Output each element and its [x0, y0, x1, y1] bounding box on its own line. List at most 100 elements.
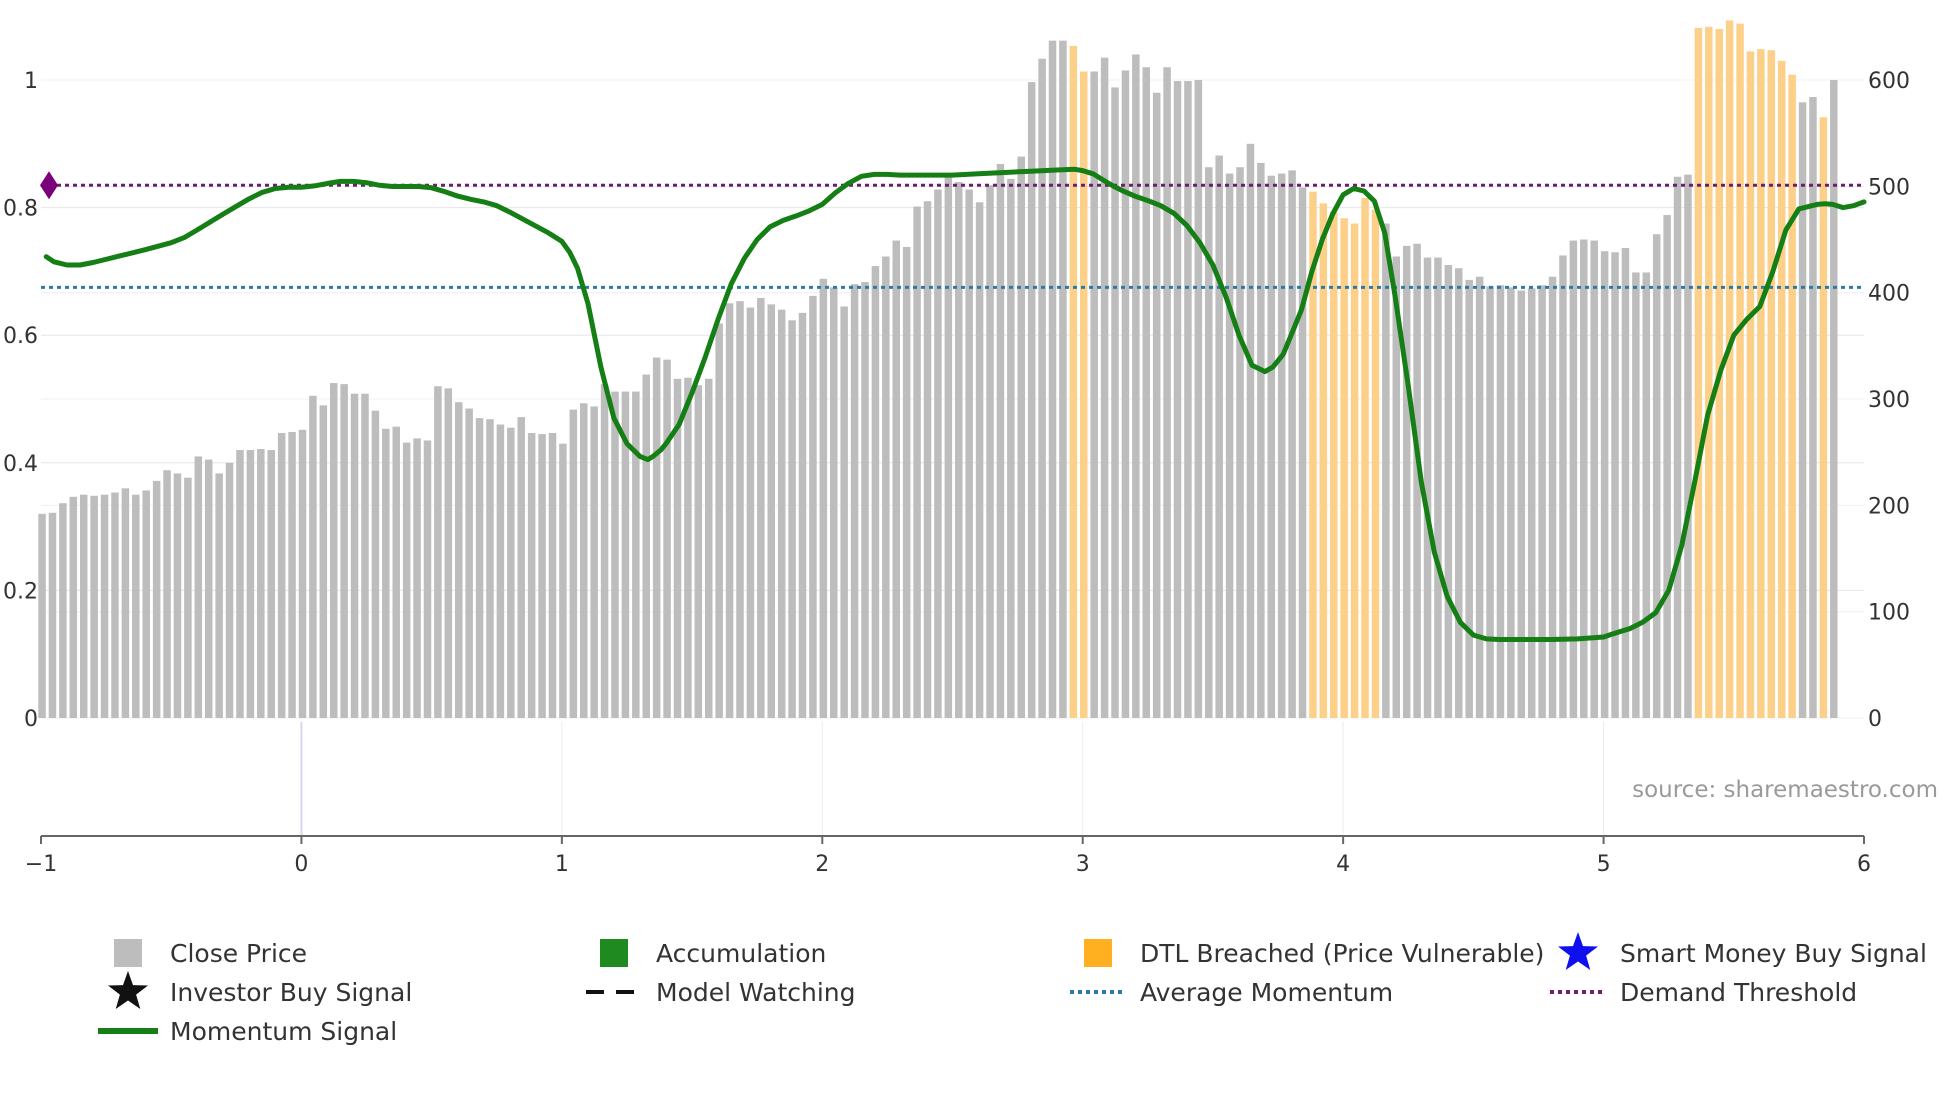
x-tick-label: 3 [1076, 852, 1090, 877]
close-price-bar [1236, 167, 1244, 718]
close-price-bar [1673, 176, 1682, 719]
dtl-breached-bar [1309, 191, 1317, 718]
close-price-bar [340, 384, 348, 718]
close-price-bar [111, 492, 119, 718]
close-price-bar [517, 417, 525, 718]
close-price-bar [1059, 40, 1067, 718]
close-price-bar [1507, 287, 1515, 718]
close-price-bar [1194, 80, 1203, 718]
legend-item-close-price: Close Price [114, 939, 307, 968]
x-tick-label: 2 [815, 852, 829, 877]
dtl-breached-bar [1069, 45, 1078, 719]
close-price-bar [184, 477, 192, 718]
y-left-tick-label: 0.6 [3, 324, 38, 349]
close-price-bar [1142, 67, 1151, 719]
close-price-bar [632, 391, 640, 718]
close-price-bar [1152, 92, 1161, 718]
legend-item-investor-buy-signal: Investor Buy Signal [108, 971, 412, 1009]
close-price-bar [1517, 290, 1526, 718]
close-price-bar [1642, 272, 1651, 718]
dtl-breached-bar [1371, 209, 1380, 718]
close-price-bar [319, 405, 328, 718]
close-price-bar [1621, 248, 1630, 719]
close-price-bar [923, 201, 932, 719]
close-price-bar [1538, 285, 1546, 718]
legend-item-dtl-breached: DTL Breached (Price Vulnerable) [1084, 939, 1544, 968]
close-price-bar [913, 206, 921, 718]
legend: Close Price Accumulation DTL Breached (Pri… [98, 932, 1927, 1046]
close-price-bar [1684, 174, 1692, 719]
close-price-bar [1559, 255, 1567, 718]
close-price-bar [590, 406, 598, 718]
close-price-bar [1038, 58, 1046, 718]
close-price-bar [142, 490, 150, 718]
close-price-bar [1100, 57, 1109, 719]
average-momentum-label: Average Momentum [1140, 978, 1393, 1007]
close-price-bar [350, 393, 359, 718]
close-price-bar [902, 246, 911, 718]
close-price-bar [704, 378, 713, 718]
close-price-bar [371, 410, 380, 718]
close-price-bar [1444, 265, 1453, 718]
y-right-tick-label: 600 [1868, 69, 1910, 94]
close-price-bar [611, 391, 619, 718]
close-price-bar [1798, 102, 1807, 718]
demand-threshold-marker [40, 171, 58, 200]
dtl-breached-bar [1080, 71, 1088, 718]
close-price-bar [809, 295, 817, 718]
close-price-bar [1007, 178, 1015, 718]
x-tick-label: 6 [1857, 852, 1871, 877]
close-price-bar [736, 301, 744, 718]
close-price-bar [725, 303, 734, 718]
close-price-bar [225, 462, 234, 718]
close-price-swatch [114, 939, 142, 967]
x-tick-label: 5 [1597, 852, 1611, 877]
close-price-bar [194, 456, 203, 718]
dtl-breached-bar [1767, 50, 1776, 718]
close-price-bar [277, 433, 286, 718]
close-price-bar [215, 473, 223, 718]
close-price-bar [944, 174, 953, 719]
legend-item-model-watching: Model Watching [586, 978, 856, 1007]
close-price-bar [871, 266, 880, 718]
close-price-bar [152, 480, 161, 718]
y-right-tick-label: 100 [1868, 601, 1910, 626]
y-right-tick-label: 0 [1868, 707, 1882, 732]
close-price-bar [1298, 187, 1307, 718]
dtl-breached-bar [1361, 198, 1369, 718]
dtl-breached-bar [1319, 203, 1328, 718]
close-price-bar [1257, 162, 1265, 718]
close-price-bar [132, 494, 140, 718]
close-price-bar [1277, 173, 1286, 718]
investor-buy-signal-label: Investor Buy Signal [170, 978, 412, 1007]
dtl-breached-bar [1350, 223, 1359, 719]
close-price-bar [1496, 285, 1505, 718]
close-price-bar [454, 402, 463, 718]
close-price-bar [1163, 67, 1171, 719]
close-price-bar [236, 450, 244, 718]
close-price-bar [1590, 240, 1598, 718]
close-price-bar [1569, 240, 1578, 718]
close-price-bar [1111, 87, 1119, 718]
close-price-bar [673, 378, 682, 718]
dtl-breached-bar [1705, 26, 1713, 719]
close-price-bar [882, 256, 890, 718]
legend-item-demand-threshold: Demand Threshold [1550, 978, 1857, 1007]
x-tick-label: 4 [1336, 852, 1350, 877]
close-price-bar [1830, 80, 1838, 718]
close-price-bar [1809, 97, 1817, 719]
close-price-bar [830, 287, 838, 718]
close-price-bar [496, 424, 505, 718]
close-price-bar [1652, 234, 1661, 718]
dtl-breached-bar [1757, 49, 1765, 719]
close-price-bar [486, 419, 494, 718]
close-price-bar [392, 426, 400, 718]
legend-item-average-momentum: Average Momentum [1070, 978, 1393, 1007]
source-label: source: sharemaestro.com [1632, 777, 1938, 803]
dtl-breached-bar [1694, 27, 1703, 718]
close-price-bar [1600, 251, 1609, 719]
close-price-bar [527, 433, 536, 718]
close-price-bar [1475, 276, 1484, 718]
close-price-bar [579, 403, 588, 718]
